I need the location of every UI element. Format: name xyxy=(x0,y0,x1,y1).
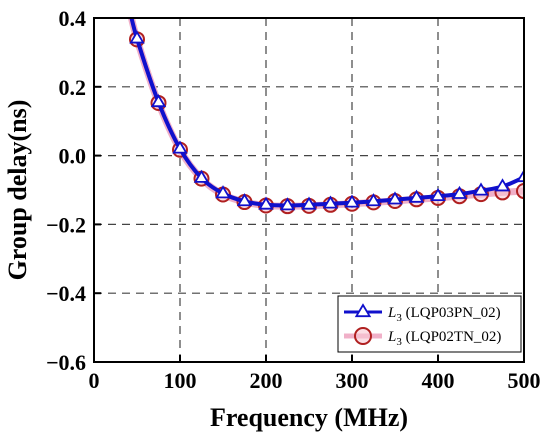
triangle-marker xyxy=(365,193,382,207)
series-line-lqp02tn xyxy=(127,18,524,210)
triangle-marker xyxy=(236,193,253,207)
triangle-marker xyxy=(408,189,425,203)
y-axis-label: Group delay(ns) xyxy=(3,100,32,281)
x-axis-label: Frequency (MHz) xyxy=(210,403,408,432)
triangle-marker xyxy=(322,195,339,209)
triangle-marker xyxy=(193,169,210,183)
legend-entry-1: L3 (LQP02TN_02) xyxy=(344,327,501,348)
x-tick-label: 100 xyxy=(164,368,197,393)
y-tick-label: −0.2 xyxy=(46,212,86,237)
x-tick-label: 500 xyxy=(508,368,541,393)
legend-label: L3 (LQP03PN_02) xyxy=(387,305,501,324)
triangle-marker xyxy=(430,187,446,201)
legend-triangle-marker xyxy=(354,303,372,318)
triangle-marker xyxy=(344,194,360,208)
triangle-marker xyxy=(494,178,511,192)
legend-label-main: L xyxy=(387,329,396,345)
triangle-marker xyxy=(215,185,231,199)
grid-lines xyxy=(94,18,524,362)
triangle-marker xyxy=(150,94,167,108)
plot-frame xyxy=(93,17,525,363)
y-tick-label: −0.4 xyxy=(46,281,86,306)
legend-label-rest: (LQP03PN_02) xyxy=(402,305,501,321)
legend-label-rest: (LQP02TN_02) xyxy=(402,329,502,345)
triangle-marker xyxy=(451,185,468,199)
triangle-marker xyxy=(516,169,524,183)
triangle-marker xyxy=(279,197,296,211)
legend: L3 (LQP03PN_02)L3 (LQP02TN_02) xyxy=(337,295,522,353)
triangle-marker xyxy=(301,196,317,210)
circle-marker xyxy=(516,183,524,200)
x-tick-label: 0 xyxy=(89,368,100,393)
triangle-marker xyxy=(473,182,489,196)
axis-ticks: 0 100 200 300 400 500 −0.6 −0.4 −0.2 0.0 0.2 0.4 xyxy=(46,6,541,393)
x-tick-label: 300 xyxy=(336,368,369,393)
triangle-marker xyxy=(172,140,188,154)
triangle-marker xyxy=(387,191,403,205)
y-tick-label: −0.6 xyxy=(46,350,86,375)
series-1 xyxy=(127,18,524,215)
legend-label: L3 (LQP02TN_02) xyxy=(387,329,501,348)
y-tick-label: 0.2 xyxy=(59,75,87,100)
legend-label-main: L xyxy=(387,305,396,321)
y-tick-label: 0.4 xyxy=(59,6,87,31)
series-line-lqp03pn xyxy=(129,18,524,208)
series-layer xyxy=(127,18,524,215)
x-tick-label: 200 xyxy=(250,368,283,393)
triangle-marker xyxy=(129,30,145,44)
legend-label-sub: 3 xyxy=(396,336,402,348)
legend-circle-marker xyxy=(354,327,372,345)
x-tick-label: 400 xyxy=(422,368,455,393)
y-tick-label: 0.0 xyxy=(59,144,87,169)
legend-label-sub: 3 xyxy=(396,312,402,324)
triangle-marker xyxy=(258,196,274,210)
legend-entry-0: L3 (LQP03PN_02) xyxy=(344,303,501,324)
series-0 xyxy=(129,18,524,211)
